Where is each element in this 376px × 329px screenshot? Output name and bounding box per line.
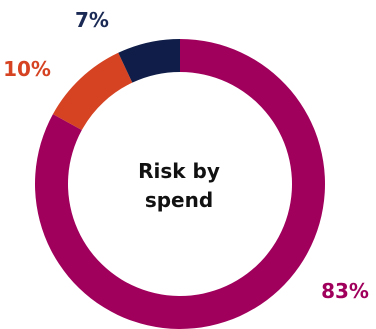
slice-label-10: 10%	[3, 57, 51, 81]
slice-labels: 83% 10% 7%	[3, 8, 369, 303]
center-label-line-2: spend	[145, 188, 213, 212]
donut-slices	[34, 39, 325, 329]
slice-label-83: 83%	[321, 279, 369, 303]
donut-slice-7	[118, 39, 180, 83]
slice-label-7: 7%	[75, 8, 109, 32]
center-label-line-1: Risk by	[138, 159, 220, 183]
center-label: Risk by spend	[138, 159, 220, 212]
donut-slice-10	[52, 52, 133, 131]
